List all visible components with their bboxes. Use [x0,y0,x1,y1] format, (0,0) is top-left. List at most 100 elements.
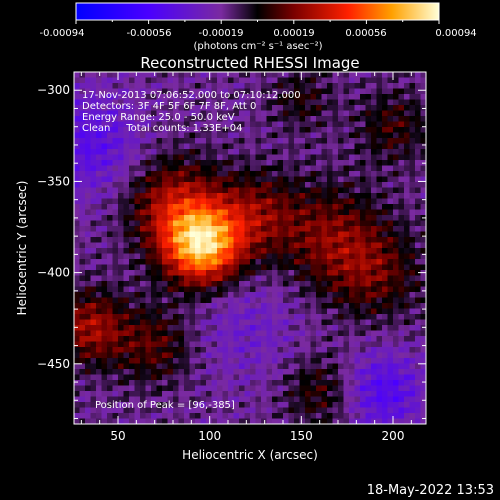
heatmap-cell [233,303,240,309]
heatmap-cell [178,116,185,122]
heatmap-cell [118,77,124,84]
heatmap-cell [365,198,372,205]
heatmap-cell [387,336,394,342]
heatmap-cell [162,94,168,100]
heatmap-cell [74,105,80,111]
heatmap-cell [162,259,168,265]
heatmap-cell [332,253,339,260]
heatmap-cell [239,418,245,424]
heatmap-cell [151,281,157,287]
heatmap-cell [107,352,113,359]
heatmap-cell [261,160,267,166]
heatmap-cell [266,83,273,89]
colorbar-tick-2: -0.00019 [199,28,244,39]
heatmap-cell [393,209,399,216]
heatmap-cell [393,330,399,337]
heatmap-cell [222,110,229,117]
heatmap-cell [90,132,97,139]
heatmap-cell [382,358,388,364]
heatmap-cell [343,369,350,375]
heatmap-cell [211,358,218,364]
heatmap-cell [277,330,284,337]
heatmap-cell [129,83,135,89]
heatmap-cell [195,259,201,265]
heatmap-cell [288,198,295,205]
heatmap-cell [338,220,344,227]
heatmap-cell [404,77,410,84]
heatmap-cell [211,347,218,353]
heatmap-cell [376,242,383,249]
heatmap-cell [134,396,141,403]
heatmap-cell [398,127,405,133]
heatmap-cell [96,330,102,337]
heatmap-cell [222,369,229,375]
heatmap-cell [354,297,361,304]
plot-frame [73,71,427,425]
heatmap-cell [250,187,256,194]
heatmap-cell [200,215,207,221]
heatmap-cell [162,72,168,78]
heatmap-cell [261,154,267,161]
heatmap-cell [228,413,234,419]
heatmap-cell [85,253,91,260]
heatmap-cell [74,363,80,370]
heatmap-cell [288,132,295,139]
heatmap-cell [305,160,311,166]
heatmap-cell [211,264,218,271]
heatmap-cell [420,391,426,397]
heatmap-cell [310,325,317,331]
heatmap-cell [316,308,322,315]
heatmap-cell [272,358,278,364]
heatmap-cell [96,138,102,144]
heatmap-cell [134,99,141,106]
heatmap-cell [327,88,333,95]
heatmap-cell [244,358,251,364]
heatmap-cell [343,253,350,260]
heatmap-cell [354,319,361,326]
heatmap-cell [228,99,234,106]
heatmap-cell [266,418,273,424]
heatmap-cell [123,336,130,342]
heatmap-cell [277,143,284,150]
heatmap-cell [376,193,383,199]
heatmap-cell [354,110,361,117]
heatmap-cell [101,121,108,128]
heatmap-cell [151,110,157,117]
heatmap-cell [294,253,300,260]
heatmap-cell [239,226,245,232]
heatmap-cell [360,165,366,172]
heatmap-cell [404,297,410,304]
heatmap-cell [118,105,124,111]
heatmap-cell [112,182,119,188]
heatmap-cell [107,319,113,326]
heatmap-cell [162,198,168,205]
heatmap-cell [200,325,207,331]
heatmap-cell [233,402,240,408]
heatmap-cell [277,297,284,304]
heatmap-cell [162,127,168,133]
heatmap-cell [222,418,229,424]
heatmap-cell [360,110,366,117]
heatmap-cell [96,385,102,392]
heatmap-cell [167,132,174,139]
heatmap-cell [387,127,394,133]
heatmap-cell [134,264,141,271]
heatmap-cell [266,358,273,364]
heatmap-cell [404,165,410,172]
heatmap-cell [261,325,267,331]
heatmap-cell [332,391,339,397]
heatmap-cell [145,187,152,194]
heatmap-cell [387,105,394,111]
heatmap-cell [393,160,399,166]
heatmap-cell [228,325,234,331]
heatmap-cell [365,127,372,133]
heatmap-cell [316,275,322,282]
heatmap-cell [239,248,245,254]
heatmap-cell [371,127,377,133]
heatmap-cell [211,237,218,243]
heatmap-cell [233,99,240,106]
heatmap-cell [283,237,289,243]
heatmap-cell [101,138,108,144]
heatmap-cell [112,336,119,342]
heatmap-cell [415,248,421,254]
